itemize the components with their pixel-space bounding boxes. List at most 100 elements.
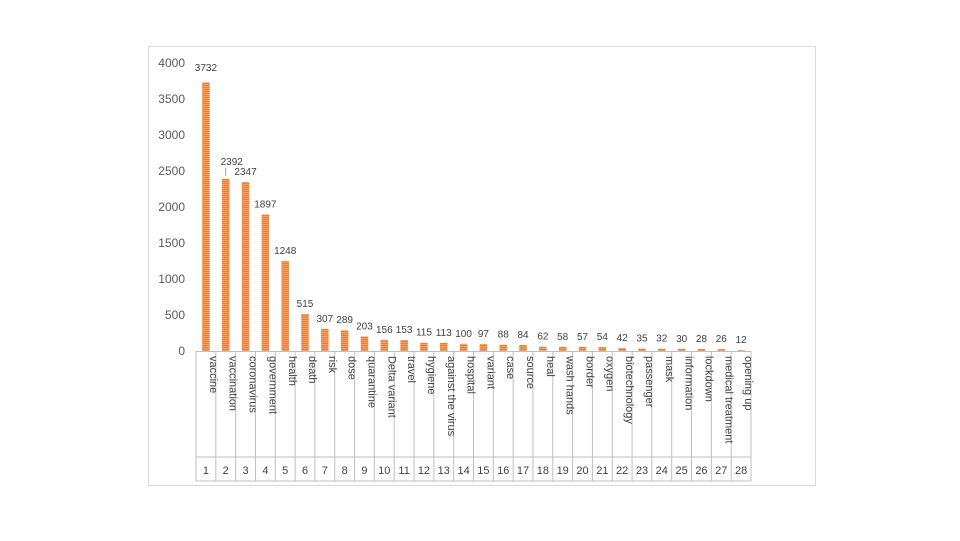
data-label: 26 bbox=[716, 334, 728, 345]
data-label: 84 bbox=[517, 330, 529, 341]
category-label: health bbox=[286, 356, 298, 386]
category-label: opening up bbox=[742, 356, 754, 410]
data-label: 28 bbox=[696, 334, 708, 345]
data-label: 100 bbox=[455, 329, 472, 340]
category-label: quarantine bbox=[365, 356, 377, 408]
data-label: 58 bbox=[557, 332, 569, 343]
rank-label: 1 bbox=[203, 465, 209, 477]
category-label: vaccination bbox=[227, 356, 239, 411]
rank-label: 2 bbox=[223, 465, 229, 477]
bar bbox=[221, 178, 230, 351]
bar bbox=[400, 339, 408, 351]
chart-frame: 0 500 1000 1500 2000 2500 3000 3500 4000 3732 239… bbox=[148, 46, 816, 486]
data-label: 515 bbox=[297, 299, 314, 310]
category-label: wash hands bbox=[564, 355, 576, 415]
category-label: government bbox=[266, 356, 278, 414]
data-label: 54 bbox=[597, 332, 609, 343]
data-label: 30 bbox=[676, 334, 688, 345]
rank-label: 7 bbox=[322, 465, 328, 477]
category-label: mask bbox=[663, 356, 675, 383]
data-label: 115 bbox=[416, 328, 432, 339]
rank-label: 8 bbox=[342, 465, 348, 477]
data-label: 203 bbox=[356, 321, 373, 332]
rank-label: 14 bbox=[457, 465, 469, 477]
bar bbox=[241, 182, 250, 351]
rank-label: 25 bbox=[676, 465, 688, 477]
y-tick-label: 500 bbox=[165, 308, 185, 322]
bar bbox=[578, 346, 587, 351]
rank-label: 26 bbox=[695, 465, 707, 477]
data-label: 307 bbox=[316, 314, 333, 325]
bar bbox=[360, 336, 369, 351]
category-label: border bbox=[584, 356, 596, 388]
bars bbox=[202, 82, 745, 351]
data-label: 1248 bbox=[274, 246, 297, 257]
rank-label: 12 bbox=[418, 465, 430, 477]
category-label: lockdown bbox=[702, 356, 714, 402]
rank-label: 11 bbox=[398, 465, 409, 477]
data-label: 289 bbox=[336, 315, 353, 326]
bar bbox=[618, 347, 626, 351]
category-label: passenger bbox=[643, 356, 655, 408]
category-label: source bbox=[524, 356, 536, 389]
rank-label: 23 bbox=[636, 465, 648, 477]
data-label: 42 bbox=[617, 333, 629, 344]
data-label: 153 bbox=[396, 325, 413, 336]
data-label: 113 bbox=[436, 328, 452, 339]
category-label: travel bbox=[405, 356, 417, 383]
bar bbox=[539, 346, 547, 351]
y-tick-label: 2000 bbox=[158, 200, 185, 214]
category-label: dose bbox=[346, 356, 358, 380]
y-axis: 0 500 1000 1500 2000 2500 3000 3500 4000 bbox=[158, 56, 751, 358]
data-label: 97 bbox=[478, 329, 490, 340]
data-label: 156 bbox=[376, 325, 393, 336]
bar bbox=[717, 349, 726, 351]
data-label: 88 bbox=[498, 330, 510, 341]
data-label: 2392 bbox=[221, 157, 244, 168]
bar bbox=[658, 348, 666, 351]
data-label: 35 bbox=[636, 333, 648, 344]
bar bbox=[301, 313, 309, 351]
data-label: 32 bbox=[656, 334, 668, 345]
y-tick-label: 3500 bbox=[158, 92, 185, 106]
data-label: 3732 bbox=[195, 63, 218, 74]
rank-label: 21 bbox=[596, 465, 608, 477]
data-label: 62 bbox=[537, 332, 549, 343]
bar bbox=[737, 350, 745, 351]
category-label: hygiene bbox=[425, 356, 437, 395]
category-label: death bbox=[306, 356, 318, 384]
y-tick-label: 1000 bbox=[158, 272, 185, 286]
y-tick-label: 4000 bbox=[158, 56, 185, 70]
data-label: 1897 bbox=[254, 199, 277, 210]
data-label: 12 bbox=[736, 335, 748, 346]
rank-label: 5 bbox=[282, 465, 288, 477]
category-label: biotechnology bbox=[623, 356, 635, 424]
bar bbox=[499, 344, 507, 351]
rank-label: 27 bbox=[715, 465, 727, 477]
rank-label: 17 bbox=[517, 465, 529, 477]
rank-label: 15 bbox=[477, 465, 489, 477]
category-label: risk bbox=[326, 356, 338, 374]
bar bbox=[598, 347, 607, 351]
rank-label: 19 bbox=[557, 465, 569, 477]
bar bbox=[261, 214, 270, 351]
category-label: medical treatment bbox=[722, 356, 734, 443]
data-label: 57 bbox=[577, 332, 589, 343]
category-label: coronavirus bbox=[247, 356, 259, 413]
rank-label: 28 bbox=[735, 465, 747, 477]
rank-label: 24 bbox=[656, 465, 668, 477]
bar bbox=[420, 342, 428, 351]
bar bbox=[677, 348, 686, 351]
rank-label: 3 bbox=[242, 465, 248, 477]
bar bbox=[202, 82, 210, 351]
rank-label: 22 bbox=[616, 465, 628, 477]
category-label: against the virus bbox=[445, 356, 457, 437]
category-label: case bbox=[504, 356, 516, 379]
bar bbox=[558, 346, 567, 351]
y-tick-label: 3000 bbox=[158, 128, 185, 142]
rank-label: 4 bbox=[262, 465, 268, 477]
data-label: 2347 bbox=[234, 167, 257, 178]
bar bbox=[519, 344, 527, 351]
